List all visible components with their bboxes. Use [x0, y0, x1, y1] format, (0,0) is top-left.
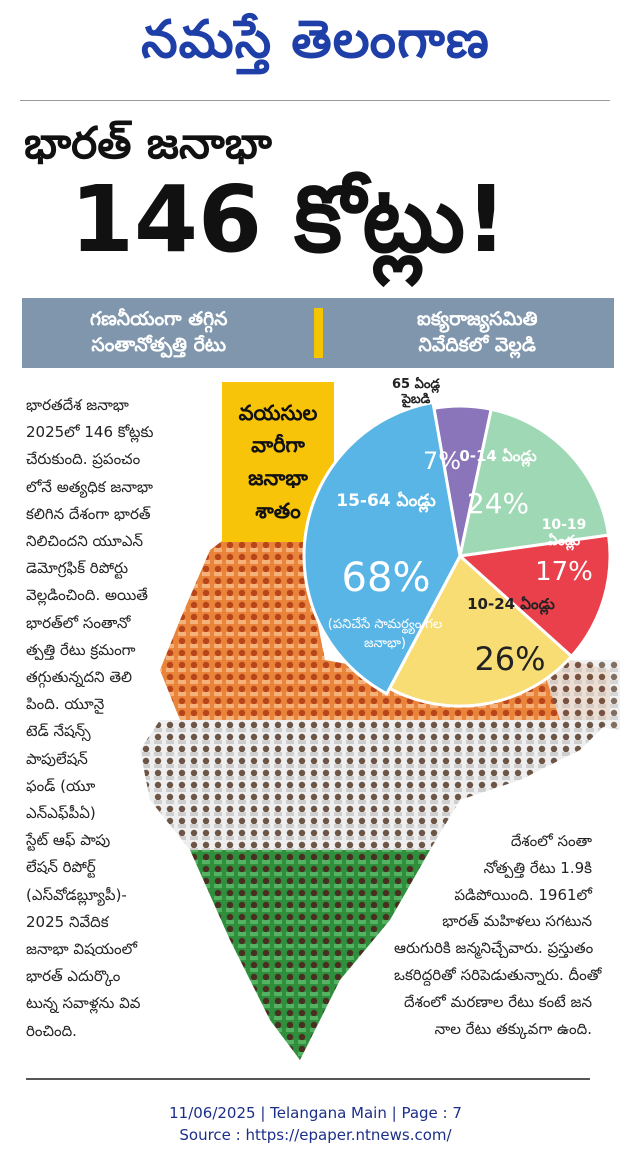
age-distribution-pie-chart: 65 ఏండ్ల పైబడి 7% 0-14 ఏండ్లు 24% 10-19 … [300, 370, 620, 730]
masthead-divider [20, 100, 610, 101]
article-right-column: దేశంలో సంతా నోత్పత్తి రేటు 1.9కి పడిపోయింద… [394, 828, 602, 1042]
article-line: ఎన్ఎఫ్‌పీఏ) [26, 804, 96, 823]
article-line: నోత్పత్తి రేటు 1.9కి [483, 858, 592, 877]
infobox-line4: శాతం [255, 498, 301, 523]
banner-separator [313, 308, 323, 358]
article-line: కలిగిన దేశంగా భారత్ [26, 504, 151, 523]
banner-left-line1: గణనీయంగా తగ్గిన [90, 308, 228, 331]
headline-line2: 146 కోట్లు! [70, 166, 508, 273]
pie-label-10-24: 10-24 ఏండ్లు [467, 595, 555, 613]
article-line: లోనే అత్యధిక జనాభా [26, 477, 154, 496]
infobox-line3: జనాభా [248, 466, 308, 490]
article-line: వెల్లడించింది. అయితే [26, 586, 148, 605]
article-line: ఆరుగురికి జన్మనిచ్చేవారు. ప్రస్తుతం [394, 939, 594, 958]
article-line: 2025లో 146 కోట్లకు [26, 423, 154, 442]
pie-slice [458, 407, 611, 558]
article-line: పాపులేషన్ [26, 749, 88, 768]
article-line: 2025 నివేదిక [26, 912, 109, 931]
article-line: (ఎస్‌వోడబ్ల్యూపీ)- [26, 885, 127, 904]
article-line: టున్న సవాళ్లను వివ [26, 994, 141, 1013]
article-line: దేశంలో సంతా [510, 832, 592, 850]
banner-right-line2: నివేదికలో వెల్లడి [418, 334, 536, 356]
headline-line1: భారత్ జనాభా [24, 118, 272, 169]
banner-right-line1: ఐక్యరాజ్యసమితి [417, 308, 538, 331]
article-line: లేషన్ రిపోర్ట్ [26, 858, 96, 877]
article-line: భారత్ ఎదుర్కొం [26, 967, 121, 986]
footer-source: Source : https://epaper.ntnews.com/ [179, 1126, 452, 1144]
pie-value-10-19: 17% [535, 557, 593, 587]
article-line: స్టేట్ ఆఫ్ పాపు [26, 831, 111, 850]
infobox-line1: వయసుల [238, 400, 318, 425]
article-left-column: భారతదేశ జనాభా 2025లో 146 కోట్లకు చేరుకుంది… [26, 392, 154, 1045]
article-line: భారత్ మహిళలు సగటున [442, 912, 592, 931]
article-line: భారత్‌లో సంతానో [26, 613, 131, 632]
article-line: ఒకరిద్దరితో సరిపెడుతున్నారు. దీంతో [394, 965, 602, 984]
article-line: పడిపోయింది. 1961లో [454, 885, 592, 904]
infobox-line2: వారీగా [251, 433, 305, 458]
banner-right: ఐక్యరాజ్యసమితి నివేదికలో వెల్లడి [341, 298, 615, 368]
pie-label-65-plus: 65 ఏండ్ల పైబడి [391, 377, 441, 407]
article-line: డెమోగ్రఫిక్ రిపోర్టు [26, 559, 129, 578]
footer-dateline: 11/06/2025 | Telangana Main | Page : 7 [169, 1104, 462, 1122]
article-line: నాల రేటు తక్కువగా ఉంది. [434, 1019, 592, 1038]
masthead-logo: నమస్తే తెలంగాణ [141, 9, 490, 70]
pie-value-15-64: 68% [341, 555, 431, 601]
article-line: త్పత్తి రేటు క్రమంగా [26, 640, 136, 659]
age-wise-population-box: వయసుల వారీగా జనాభా శాతం [222, 382, 334, 542]
subheading-banner: గణనీయంగా తగ్గిన సంతానోత్పత్తి రేటు ఐక్యర… [22, 298, 614, 368]
article-line: దేశంలో మరణాల రేటు కంటే జన [403, 992, 592, 1011]
article-line: జనాభా విషయంలో [26, 940, 138, 959]
pie-value-0-14: 24% [466, 487, 530, 520]
pie-label-10-19: 10-19 ఏండ్లు [541, 517, 587, 549]
footer-divider [26, 1078, 590, 1080]
pie-slice [302, 400, 462, 696]
banner-left: గణనీయంగా తగ్గిన సంతానోత్పత్తి రేటు [22, 298, 296, 368]
article-line: తగ్గుతున్నదని తెలి [26, 668, 133, 687]
pie-value-10-24: 26% [474, 640, 546, 678]
pie-slice [456, 533, 612, 659]
pie-slice [387, 553, 574, 708]
pie-note-15-64: (పనిచేసే సామర్థ్యం గల జనాభా) [327, 617, 443, 651]
pie-label-0-14: 0-14 ఏండ్లు [459, 447, 537, 465]
article-line: ఫండ్ (యూ [26, 776, 96, 795]
pie-value-65-plus: 7% [422, 447, 462, 475]
article-line: రించింది. [26, 1021, 77, 1040]
banner-left-line2: సంతానోత్పత్తి రేటు [91, 334, 227, 356]
article-line: టెడ్ నేషన్స్ [26, 722, 91, 741]
article-line: పింది. యూనై [26, 695, 105, 714]
article-line: చేరుకుంది. ప్రపంచం [26, 450, 141, 469]
article-line: భారతదేశ జనాభా [26, 396, 129, 414]
article-line: నిలిచిందని యూఎన్ [26, 532, 144, 551]
pie-label-15-64: 15-64 ఏండ్లు [336, 491, 436, 511]
